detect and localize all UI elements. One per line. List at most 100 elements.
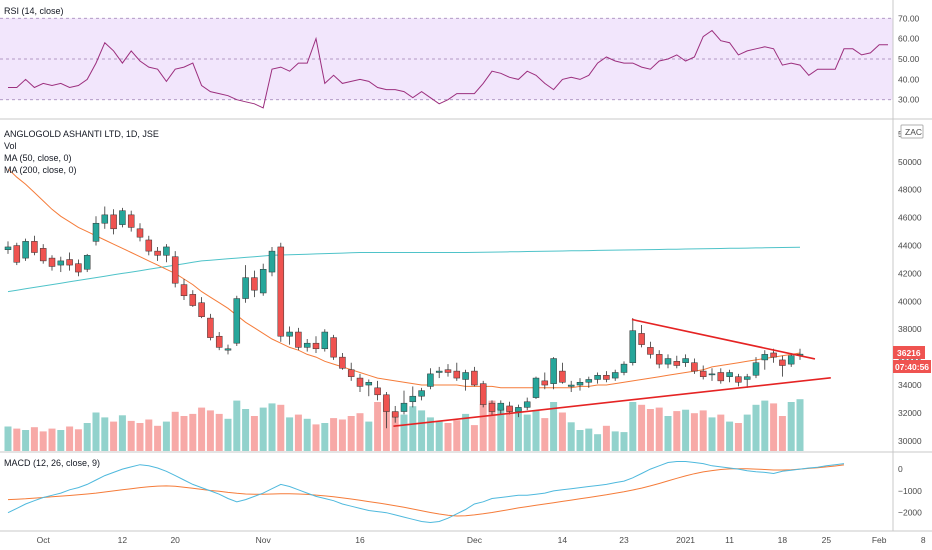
price-title: ANGLOGOLD ASHANTI LTD, 1D, JSE — [4, 129, 159, 139]
price-panel[interactable] — [4, 168, 831, 451]
volume-bar — [558, 412, 566, 451]
volume-bar — [356, 413, 364, 451]
volume-bar — [277, 404, 285, 451]
candle-body — [224, 348, 232, 351]
candle-body — [400, 402, 408, 412]
currency-label: ZAC — [905, 127, 922, 137]
volume-bar — [470, 425, 478, 451]
volume-bar — [127, 420, 135, 451]
support-trendline[interactable] — [393, 376, 831, 427]
volume-bar — [717, 414, 725, 451]
volume-bar — [330, 418, 338, 451]
volume-bar — [523, 414, 531, 451]
volume-bar — [39, 431, 47, 451]
candle-body — [541, 380, 549, 386]
resistance-trendline[interactable] — [631, 318, 816, 360]
candle-body — [418, 390, 425, 397]
candle-body — [620, 363, 628, 373]
volume-bar — [734, 423, 742, 451]
rsi-tick-label: 40.00 — [898, 74, 920, 84]
time-tick-label: 18 — [778, 535, 788, 545]
volume-bar — [259, 407, 267, 451]
candle-body — [567, 384, 575, 387]
volume-bar — [594, 434, 602, 451]
candle-body — [339, 356, 346, 369]
candle-body — [523, 401, 531, 408]
volume-bar — [206, 410, 214, 451]
rsi-panel[interactable] — [0, 17, 893, 109]
time-tick-label: 16 — [355, 535, 365, 545]
candle-body — [559, 370, 566, 383]
volume-bar — [796, 399, 804, 451]
volume-bar — [567, 422, 575, 451]
candle-body — [462, 372, 469, 380]
time-axis[interactable]: Oct1220Nov16Dec14232021111825Feb815 — [37, 535, 932, 545]
candle-body — [743, 376, 751, 380]
currency-badge[interactable] — [900, 124, 924, 139]
volume-bar — [321, 423, 329, 451]
volume-bar — [479, 404, 487, 451]
volume-bar — [224, 418, 232, 451]
volume-bar — [620, 432, 628, 451]
time-tick-label: Oct — [37, 535, 51, 545]
volume-bar — [787, 402, 795, 451]
price-axis[interactable]: 30.00 40.00 50.00 60.00 70.00 30000 32000 34000… — [898, 13, 922, 517]
rsi-tick-label: 50.00 — [898, 54, 920, 64]
candle-body — [110, 214, 117, 230]
price-tick-label: 48000 — [898, 185, 922, 195]
candle-body — [682, 358, 689, 363]
candle-body — [215, 335, 223, 348]
candle-body — [603, 375, 610, 380]
candle-body — [57, 260, 65, 266]
candle-body — [435, 370, 443, 373]
candle-body — [259, 269, 267, 294]
candle-body — [488, 402, 496, 412]
volume-bar — [57, 430, 65, 451]
volume-bar — [743, 414, 751, 451]
candle-body — [664, 358, 672, 365]
macd-panel[interactable] — [7, 461, 845, 524]
candle-body — [154, 250, 161, 256]
candle-body — [145, 239, 153, 252]
candle-body — [286, 331, 293, 337]
ma50-line — [7, 168, 801, 389]
candle-body — [638, 333, 645, 345]
candle-body — [506, 405, 513, 412]
candle-body — [171, 256, 179, 284]
volume-bar — [514, 409, 522, 451]
candle-body — [779, 359, 786, 366]
time-tick-label: 23 — [619, 535, 629, 545]
volume-bar — [629, 402, 637, 451]
volume-bar — [550, 402, 558, 451]
macd-tick-label: −1000 — [898, 486, 922, 496]
time-tick-label: 12 — [118, 535, 128, 545]
time-tick-label: 25 — [822, 535, 832, 545]
volume-bar — [646, 409, 654, 451]
candle-body — [585, 379, 593, 383]
countdown-tag — [893, 360, 931, 373]
price-tick-label: 32000 — [898, 408, 922, 418]
candle-body — [699, 370, 707, 377]
price-tick-label: 44000 — [898, 241, 922, 251]
volume-bar — [497, 407, 505, 451]
volume-bar — [435, 421, 443, 451]
volume-bar — [444, 423, 452, 451]
volume-bar — [673, 411, 681, 451]
countdown-value: 07:40:56 — [895, 362, 929, 372]
volume-bar — [250, 416, 258, 451]
candle-body — [708, 373, 716, 376]
volume-bar — [409, 406, 417, 451]
candle-body — [374, 387, 381, 396]
volume-bar — [752, 404, 760, 451]
time-tick-label: 20 — [170, 535, 180, 545]
volume-bar — [664, 416, 672, 451]
volume-bar — [189, 413, 197, 451]
volume-bar — [180, 416, 188, 451]
candle-body — [251, 277, 258, 291]
volume-bar — [347, 416, 355, 451]
volume-bar — [391, 411, 399, 451]
candle-body — [119, 210, 126, 225]
candle-body — [735, 376, 742, 383]
candle-body — [136, 228, 144, 238]
